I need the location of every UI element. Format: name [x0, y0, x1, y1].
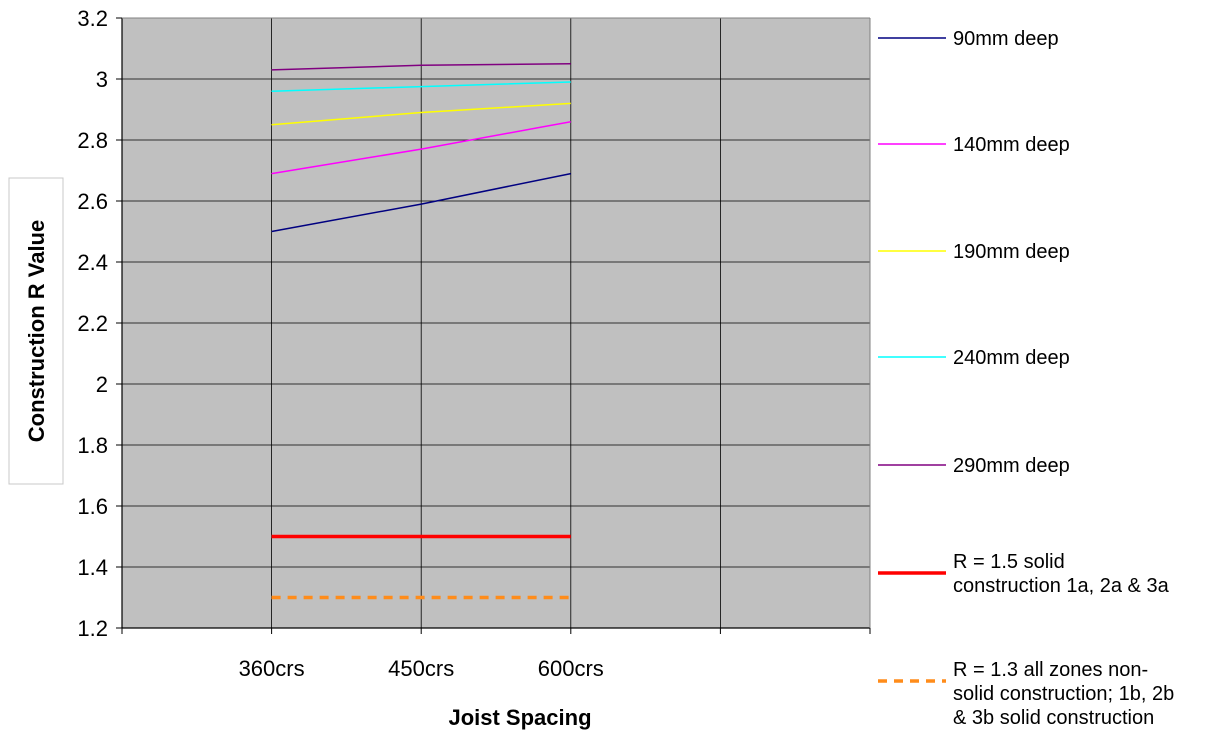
y-tick-label: 1.4 — [77, 555, 108, 580]
y-axis-title: Construction R Value — [24, 220, 49, 442]
y-tick-label: 1.8 — [77, 433, 108, 458]
legend-label: 290mm deep — [953, 455, 1070, 477]
series-line — [271, 81, 571, 92]
legend-label: 140mm deep — [953, 134, 1070, 156]
legend-label-line: R = 1.5 solid — [953, 551, 1065, 573]
legend-label-line: & 3b solid construction — [953, 707, 1154, 729]
legend-label-line: 140mm deep — [953, 134, 1070, 156]
y-tick-label: 2.8 — [77, 128, 108, 153]
legend-label: 90mm deep — [953, 28, 1059, 50]
legend-label-line: 240mm deep — [953, 347, 1070, 369]
legend: 90mm deep 140mm deep 190mm deep 240mm deep 2… — [878, 28, 1174, 729]
y-tick-label: 3.2 — [77, 6, 108, 31]
legend-label-line: 190mm deep — [953, 241, 1070, 263]
y-tick-label: 1.6 — [77, 494, 108, 519]
y-tick-label: 2 — [96, 372, 108, 397]
series-line — [271, 63, 571, 71]
y-axis-title-box: Construction R Value — [8, 177, 64, 485]
series-line — [271, 172, 571, 233]
y-tick-label: 2.4 — [77, 250, 108, 275]
legend-label-line: construction 1a, 2a & 3a — [953, 575, 1170, 597]
axes — [116, 17, 871, 634]
y-tick-label: 2.6 — [77, 189, 108, 214]
y-tick-label: 1.2 — [77, 616, 108, 641]
legend-label-line: solid construction; 1b, 2b — [953, 683, 1174, 705]
x-axis-title: Joist Spacing — [448, 705, 591, 730]
legend-label-line: 290mm deep — [953, 455, 1070, 477]
x-tick-label: 600crs — [538, 656, 604, 681]
tick-labels: 1.2 1.4 1.6 1.8 2 2.2 2.4 2.6 2.8 3 3.2 360crs 450cr… — [77, 6, 603, 681]
legend-label-line: R = 1.3 all zones non- — [953, 659, 1148, 681]
series-line — [271, 102, 571, 126]
x-tick-label: 360crs — [239, 656, 305, 681]
legend-label-line: 90mm deep — [953, 28, 1059, 50]
legend-label: R = 1.3 all zones non-solid construction… — [953, 659, 1174, 729]
legend-label: 240mm deep — [953, 347, 1070, 369]
x-tick-label: 450crs — [388, 656, 454, 681]
series-line — [271, 120, 571, 175]
y-tick-label: 3 — [96, 67, 108, 92]
series-lines — [271, 63, 571, 600]
legend-label: R = 1.5 solid construction 1a, 2a & 3a — [953, 551, 1170, 597]
legend-label: 190mm deep — [953, 241, 1070, 263]
y-tick-label: 2.2 — [77, 311, 108, 336]
